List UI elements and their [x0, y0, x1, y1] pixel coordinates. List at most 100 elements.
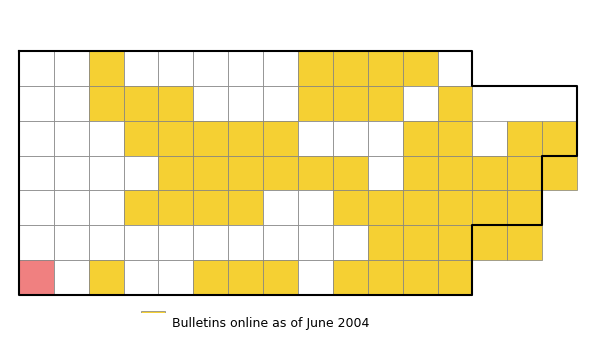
FancyBboxPatch shape	[54, 86, 89, 121]
FancyBboxPatch shape	[228, 190, 263, 225]
FancyBboxPatch shape	[54, 156, 89, 190]
FancyBboxPatch shape	[193, 51, 228, 86]
FancyBboxPatch shape	[123, 190, 159, 225]
FancyBboxPatch shape	[89, 51, 123, 86]
FancyBboxPatch shape	[473, 121, 507, 156]
FancyBboxPatch shape	[159, 86, 193, 121]
FancyBboxPatch shape	[437, 225, 473, 260]
FancyBboxPatch shape	[19, 190, 54, 225]
FancyBboxPatch shape	[403, 156, 437, 190]
FancyBboxPatch shape	[437, 51, 473, 86]
FancyBboxPatch shape	[54, 190, 89, 225]
FancyBboxPatch shape	[298, 190, 333, 225]
Text: Bulletins online as of June 2004: Bulletins online as of June 2004	[172, 317, 370, 329]
FancyBboxPatch shape	[54, 225, 89, 260]
FancyBboxPatch shape	[403, 121, 437, 156]
FancyBboxPatch shape	[193, 86, 228, 121]
FancyBboxPatch shape	[333, 156, 368, 190]
FancyBboxPatch shape	[368, 260, 403, 295]
FancyBboxPatch shape	[263, 121, 298, 156]
FancyBboxPatch shape	[19, 225, 54, 260]
FancyBboxPatch shape	[54, 121, 89, 156]
FancyBboxPatch shape	[228, 156, 263, 190]
FancyBboxPatch shape	[437, 121, 473, 156]
FancyBboxPatch shape	[368, 156, 403, 190]
FancyBboxPatch shape	[19, 86, 54, 121]
FancyBboxPatch shape	[333, 121, 368, 156]
FancyBboxPatch shape	[89, 156, 123, 190]
FancyBboxPatch shape	[159, 225, 193, 260]
FancyBboxPatch shape	[403, 260, 437, 295]
FancyBboxPatch shape	[159, 51, 193, 86]
FancyBboxPatch shape	[159, 260, 193, 295]
FancyBboxPatch shape	[193, 121, 228, 156]
FancyBboxPatch shape	[263, 86, 298, 121]
FancyBboxPatch shape	[19, 156, 54, 190]
FancyBboxPatch shape	[19, 51, 54, 86]
FancyBboxPatch shape	[298, 260, 333, 295]
FancyBboxPatch shape	[123, 121, 159, 156]
FancyBboxPatch shape	[333, 86, 368, 121]
FancyBboxPatch shape	[123, 86, 159, 121]
FancyBboxPatch shape	[89, 225, 123, 260]
FancyBboxPatch shape	[263, 156, 298, 190]
FancyBboxPatch shape	[298, 121, 333, 156]
FancyBboxPatch shape	[123, 51, 159, 86]
FancyBboxPatch shape	[298, 86, 333, 121]
FancyBboxPatch shape	[298, 225, 333, 260]
FancyBboxPatch shape	[403, 225, 437, 260]
FancyBboxPatch shape	[542, 121, 577, 156]
FancyBboxPatch shape	[368, 190, 403, 225]
FancyBboxPatch shape	[193, 260, 228, 295]
FancyBboxPatch shape	[19, 121, 54, 156]
FancyBboxPatch shape	[473, 190, 507, 225]
FancyBboxPatch shape	[89, 86, 123, 121]
FancyBboxPatch shape	[159, 121, 193, 156]
FancyBboxPatch shape	[141, 311, 166, 335]
FancyBboxPatch shape	[333, 225, 368, 260]
FancyBboxPatch shape	[298, 156, 333, 190]
FancyBboxPatch shape	[507, 190, 542, 225]
FancyBboxPatch shape	[403, 51, 437, 86]
FancyBboxPatch shape	[193, 190, 228, 225]
FancyBboxPatch shape	[123, 156, 159, 190]
FancyBboxPatch shape	[228, 86, 263, 121]
FancyBboxPatch shape	[368, 225, 403, 260]
FancyBboxPatch shape	[437, 260, 473, 295]
FancyBboxPatch shape	[507, 225, 542, 260]
FancyBboxPatch shape	[228, 121, 263, 156]
FancyBboxPatch shape	[123, 260, 159, 295]
FancyBboxPatch shape	[333, 51, 368, 86]
FancyBboxPatch shape	[54, 51, 89, 86]
FancyBboxPatch shape	[437, 190, 473, 225]
FancyBboxPatch shape	[403, 86, 437, 121]
FancyBboxPatch shape	[89, 190, 123, 225]
FancyBboxPatch shape	[89, 260, 123, 295]
FancyBboxPatch shape	[159, 156, 193, 190]
FancyBboxPatch shape	[437, 86, 473, 121]
FancyBboxPatch shape	[54, 260, 89, 295]
FancyBboxPatch shape	[403, 190, 437, 225]
FancyBboxPatch shape	[368, 51, 403, 86]
FancyBboxPatch shape	[507, 121, 542, 156]
FancyBboxPatch shape	[193, 156, 228, 190]
FancyBboxPatch shape	[123, 225, 159, 260]
FancyBboxPatch shape	[542, 156, 577, 190]
FancyBboxPatch shape	[298, 51, 333, 86]
FancyBboxPatch shape	[368, 86, 403, 121]
FancyBboxPatch shape	[333, 190, 368, 225]
FancyBboxPatch shape	[437, 156, 473, 190]
FancyBboxPatch shape	[263, 260, 298, 295]
FancyBboxPatch shape	[228, 260, 263, 295]
FancyBboxPatch shape	[473, 156, 507, 190]
FancyBboxPatch shape	[159, 190, 193, 225]
FancyBboxPatch shape	[193, 225, 228, 260]
FancyBboxPatch shape	[473, 225, 507, 260]
FancyBboxPatch shape	[263, 225, 298, 260]
FancyBboxPatch shape	[263, 51, 298, 86]
FancyBboxPatch shape	[368, 121, 403, 156]
FancyBboxPatch shape	[89, 121, 123, 156]
FancyBboxPatch shape	[507, 156, 542, 190]
FancyBboxPatch shape	[333, 260, 368, 295]
FancyBboxPatch shape	[228, 225, 263, 260]
